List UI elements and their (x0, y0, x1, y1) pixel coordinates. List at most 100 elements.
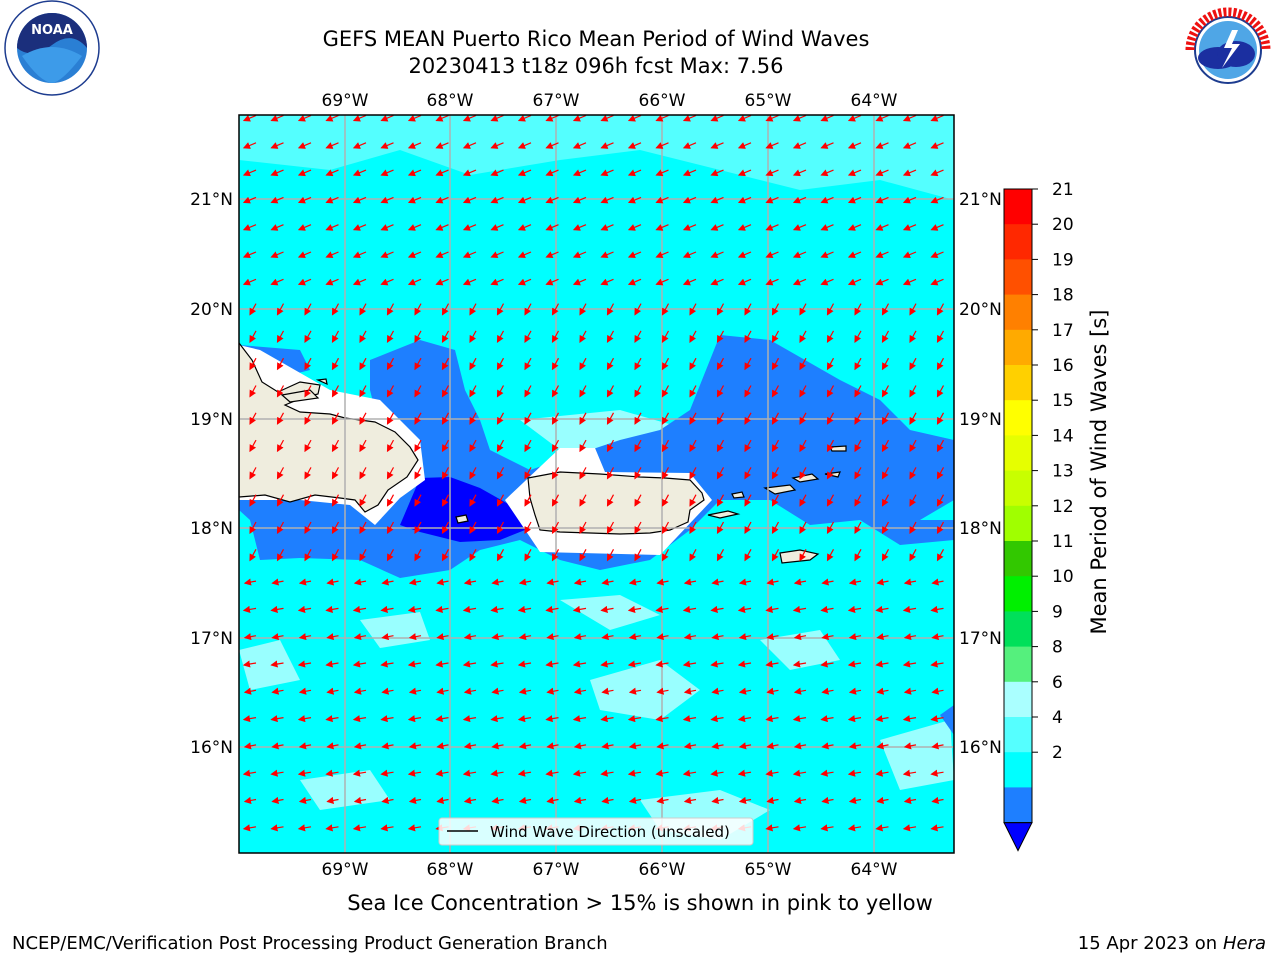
wind-wave-arrow (682, 769, 697, 777)
wind-wave-arrow (352, 142, 367, 149)
wind-wave-arrow (881, 549, 890, 562)
wind-wave-arrow (606, 303, 615, 316)
chart-title-line1: GEFS MEAN Puerto Rico Mean Period of Win… (322, 27, 870, 51)
wind-wave-arrow (469, 521, 477, 535)
wind-wave-arrow (847, 115, 862, 122)
wind-wave-arrow (821, 633, 834, 641)
wind-wave-arrow (304, 467, 312, 480)
wind-wave-arrow (881, 330, 890, 343)
wind-wave-arrow (744, 330, 752, 343)
wind-wave-arrow (242, 142, 257, 149)
map-field (239, 115, 954, 853)
wind-wave-arrow (716, 494, 725, 507)
wind-wave-arrow (826, 412, 835, 425)
wind-wave-arrow (656, 578, 669, 586)
wind-wave-arrow (331, 439, 340, 453)
wind-wave-arrow (573, 742, 587, 750)
wind-wave-arrow (792, 605, 807, 613)
wind-wave-arrow (689, 549, 697, 562)
wind-wave-arrow (930, 660, 944, 668)
wind-wave-arrow (325, 251, 339, 259)
wind-wave-arrow (661, 412, 670, 425)
wind-wave-arrow (826, 439, 835, 453)
gridlines (239, 115, 954, 853)
wind-wave-arrow (716, 549, 725, 562)
wind-wave-arrow (600, 196, 614, 204)
wind-wave-arrow (765, 251, 779, 259)
wind-wave-arrow (600, 605, 614, 613)
wind-wave-arrow (249, 439, 257, 453)
wind-wave-arrow (407, 142, 422, 149)
wind-wave-arrow (799, 521, 807, 535)
wind-wave-arrow (545, 605, 559, 613)
wind-wave-arrow (242, 251, 257, 259)
wind-wave-arrow (936, 303, 945, 316)
wind-wave-arrow (847, 715, 862, 723)
wind-wave-arrow (711, 578, 724, 586)
wind-wave-arrow (386, 467, 395, 480)
wind-wave-arrow (463, 633, 477, 641)
wind-wave-arrow (359, 412, 367, 425)
wind-wave-arrow (936, 330, 945, 343)
wind-wave-arrow (573, 687, 587, 695)
wind-wave-arrow (771, 385, 780, 398)
wind-wave-arrow (463, 687, 477, 695)
wind-wave-arrow (771, 439, 780, 453)
wind-wave-arrow (655, 278, 669, 286)
wind-wave-arrow (606, 439, 615, 453)
wind-wave-arrow (462, 769, 477, 777)
wind-wave-arrow (271, 578, 284, 586)
chart-title-line2: 20230413 t18z 096h fcst Max: 7.56 (408, 54, 784, 78)
wind-wave-arrow (359, 330, 367, 343)
lat-label-right: 18°N (959, 519, 1002, 539)
wind-wave-arrow (572, 715, 587, 723)
wind-wave-arrow (407, 251, 422, 259)
wind-wave-arrow (436, 796, 449, 804)
wind-wave-arrow (854, 303, 862, 316)
wind-wave-arrow (771, 412, 780, 425)
wind-wave-arrow (765, 196, 779, 204)
wind-wave-arrow (793, 687, 807, 695)
wind-wave-arrow (875, 251, 889, 259)
wind-wave-arrow (737, 278, 752, 286)
wind-wave-arrow (325, 278, 339, 286)
wind-wave-arrow (683, 687, 697, 695)
wind-wave-arrow (930, 251, 944, 259)
wind-wave-arrow (634, 549, 642, 562)
wind-wave-arrow (710, 251, 724, 259)
wind-wave-arrow (242, 169, 257, 177)
wind-wave-arrow (628, 742, 642, 750)
wind-wave-arrow (380, 715, 394, 723)
wind-wave-arrow (331, 357, 340, 371)
wind-wave-arrow (386, 549, 395, 562)
wind-wave-arrow (634, 330, 642, 343)
wind-wave-arrow (606, 385, 615, 398)
colorbar-tick-label: 2 (1052, 743, 1063, 763)
wind-wave-arrow (820, 251, 834, 259)
wind-wave-arrow (799, 494, 807, 507)
wind-wave-arrow (491, 687, 504, 695)
wind-wave-arrow (380, 278, 394, 286)
wind-wave-arrow (325, 224, 339, 231)
wind-wave-arrow (462, 660, 477, 668)
wind-wave-arrow (572, 660, 587, 668)
colorbar-bin (1004, 294, 1032, 331)
wind-wave-arrow (270, 824, 284, 832)
wind-wave-arrow (627, 605, 642, 613)
wind-wave-arrow (606, 549, 615, 562)
lon-label-top: 65°W (745, 91, 792, 111)
wind-wave-arrow (490, 251, 504, 259)
wind-wave-arrow (463, 578, 477, 586)
wind-wave-arrow (738, 633, 752, 641)
wind-wave-arrow (875, 278, 889, 286)
wind-wave-arrow (930, 196, 944, 204)
wind-wave-arrow (710, 142, 724, 149)
wind-wave-arrow (545, 660, 559, 668)
wind-wave-arrow (600, 169, 614, 177)
wind-wave-arrow (601, 742, 614, 750)
wind-wave-arrow (600, 224, 614, 231)
wind-wave-arrow (249, 412, 257, 425)
wind-wave-arrow (826, 494, 835, 507)
wind-wave-arrow (628, 687, 642, 695)
map-legend: Wind Wave Direction (unscaled) (438, 817, 754, 846)
